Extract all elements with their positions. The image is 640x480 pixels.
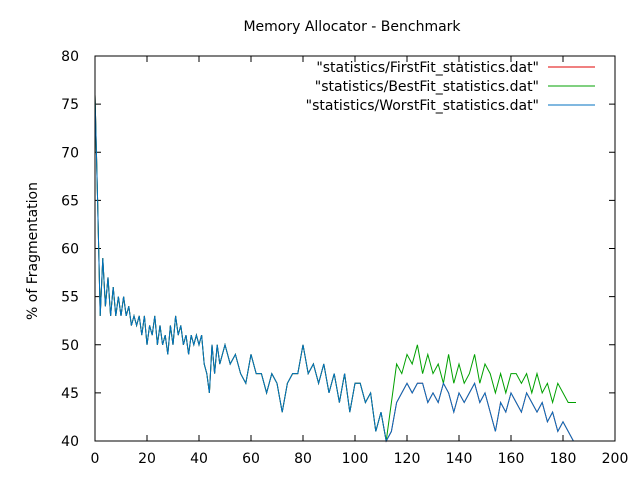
series-lines: [94, 94, 576, 443]
y-tick-label-1: 45: [61, 386, 79, 402]
plot-area: 0 20 40 60 80 100 120 140 160 180 200 40 45 50 55 60 65 7…: [61, 49, 628, 467]
y-tick-label-5: 65: [61, 193, 79, 209]
y-tick-label-7: 75: [61, 97, 79, 113]
series-line-2: [94, 94, 576, 443]
x-tick-label-10: 200: [602, 451, 629, 467]
y-tick-label-0: 40: [61, 434, 79, 450]
x-tick-label-6: 120: [394, 451, 421, 467]
x-tick-label-0: 0: [91, 451, 100, 467]
x-tick-label-8: 160: [498, 451, 525, 467]
y-tick-label-6: 70: [61, 145, 79, 161]
plot-frame: [94, 55, 616, 442]
x-tick-label-4: 80: [294, 451, 312, 467]
series-line-1: [94, 94, 576, 442]
legend: "statistics/FirstFit_statistics.dat" "sta…: [306, 60, 595, 114]
chart-title: Memory Allocator - Benchmark: [243, 19, 461, 35]
y-tick-label-3: 55: [61, 290, 79, 306]
x-tick-label-9: 180: [550, 451, 577, 467]
y-tick-label-2: 50: [61, 338, 79, 354]
y-tick-label-4: 60: [61, 242, 79, 258]
y-tick-label-8: 80: [61, 49, 79, 65]
legend-label-1: "statistics/BestFit_statistics.dat": [315, 79, 539, 95]
x-tick-label-5: 100: [342, 451, 369, 467]
legend-label-0: "statistics/FirstFit_statistics.dat": [316, 60, 539, 76]
legend-label-2: "statistics/WorstFit_statistics.dat": [306, 98, 539, 114]
x-tick-label-7: 140: [446, 451, 473, 467]
x-tick-label-1: 20: [138, 451, 156, 467]
axis-ticks: 0 20 40 60 80 100 120 140 160 180 200 40 45 50 55 60 65 7…: [61, 49, 628, 467]
series-line-0: [94, 94, 576, 443]
y-axis-label: % of Fragmentation: [25, 182, 41, 320]
x-tick-label-2: 40: [190, 451, 208, 467]
x-tick-label-3: 60: [242, 451, 260, 467]
